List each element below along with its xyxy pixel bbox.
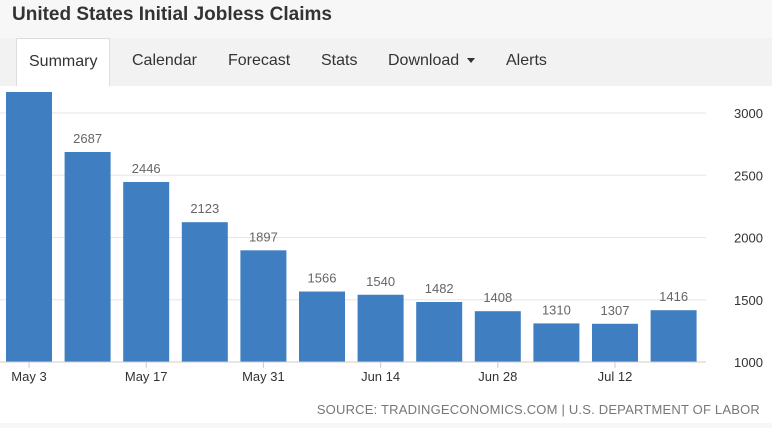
data-label: 2446: [132, 161, 161, 176]
data-label: 1307: [601, 303, 630, 318]
x-tick-label: May 17: [125, 369, 168, 384]
bar: [592, 323, 638, 362]
tab-alerts[interactable]: Alerts: [506, 52, 547, 69]
y-tick-label: 2500: [734, 168, 763, 183]
bar: [181, 222, 228, 362]
page-title: United States Initial Jobless Claims: [12, 4, 332, 25]
tab-forecast[interactable]: Forecast: [228, 52, 291, 69]
x-tick-label: Jul 12: [598, 369, 633, 384]
bar: [64, 151, 111, 362]
x-tick-label: May 31: [242, 369, 285, 384]
data-label: 1408: [483, 290, 512, 305]
data-label: 1540: [366, 274, 395, 289]
bar: [474, 311, 521, 362]
bar: [533, 323, 580, 362]
bar: [357, 294, 404, 362]
x-tick-label: Jun 14: [361, 369, 400, 384]
data-label: 1416: [659, 289, 688, 304]
tab-download[interactable]: Download: [388, 38, 476, 84]
x-tick-label: Jun 28: [478, 369, 517, 384]
bar: [123, 181, 170, 362]
bar: [6, 92, 52, 362]
caret-down-icon: [467, 58, 476, 64]
bar: [299, 291, 345, 362]
y-tick-label: 1000: [734, 355, 763, 370]
tab-download-label: Download: [388, 52, 460, 69]
bar-chart: 1000 1500 2000 2500 3000 2687 2446 2123 1897 1566…: [0, 92, 763, 384]
y-tick-label: 2000: [734, 231, 763, 246]
tab-summary[interactable]: Summary: [16, 38, 111, 87]
y-tick-label: 1500: [734, 293, 763, 308]
data-label: 1482: [425, 281, 454, 296]
tab-stats[interactable]: Stats: [321, 52, 358, 69]
data-label: 2123: [190, 201, 219, 216]
chart-area: 1000 1500 2000 2500 3000 2687 2446 2123 1897 1566…: [0, 86, 772, 423]
bar: [240, 250, 287, 362]
x-tick-label: May 3: [11, 369, 46, 384]
data-label: 1310: [542, 302, 571, 317]
data-label: 2687: [73, 131, 102, 146]
data-label: 1566: [308, 271, 337, 286]
tab-bar: Summary Calendar Forecast Stats Download…: [0, 38, 772, 87]
source-note: SOURCE: TRADINGECONOMICS.COM | U.S. DEPA…: [316, 402, 760, 417]
y-tick-label: 3000: [734, 106, 763, 121]
tab-calendar[interactable]: Calendar: [132, 52, 197, 69]
bar: [416, 301, 463, 362]
bar: [650, 310, 697, 362]
data-label: 1897: [249, 229, 278, 244]
